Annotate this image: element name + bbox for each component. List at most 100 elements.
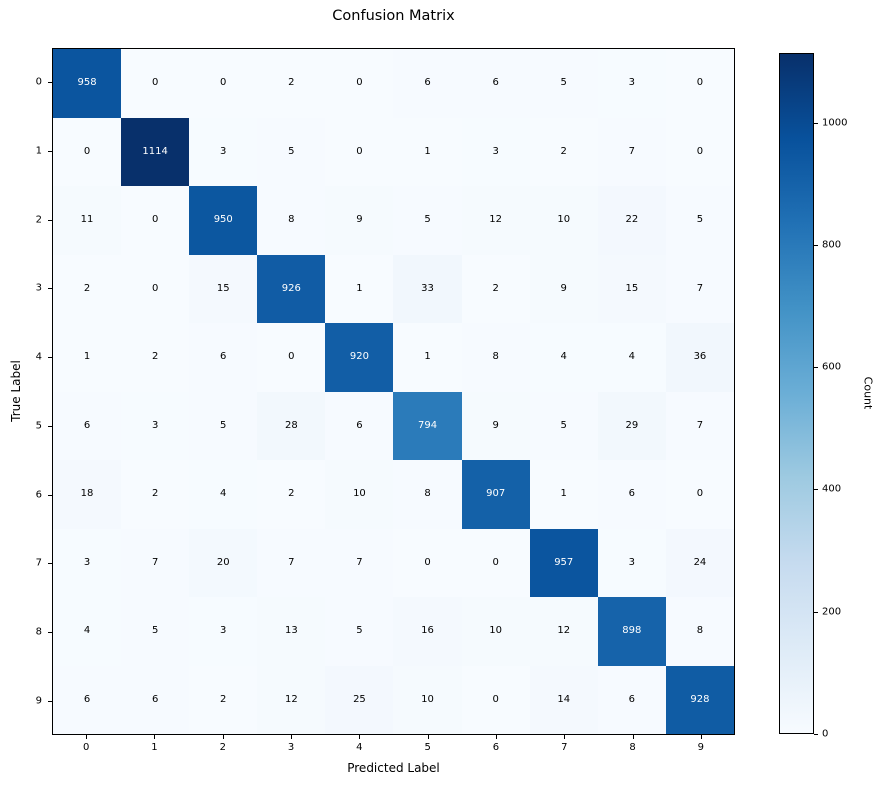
heatmap-cell: 1 <box>53 323 122 392</box>
heatmap-cell: 16 <box>393 597 462 666</box>
heatmap-cell: 0 <box>665 460 734 529</box>
heatmap-cell: 5 <box>529 391 598 460</box>
heatmap-cell: 0 <box>257 323 326 392</box>
heatmap-cell: 2 <box>53 254 122 323</box>
heatmap-cell: 10 <box>461 597 530 666</box>
heatmap-cell: 0 <box>121 49 190 118</box>
x-tick-label: 9 <box>697 742 705 753</box>
heatmap-cell: 2 <box>257 460 326 529</box>
x-tick-label: 7 <box>561 742 568 753</box>
x-tick-label: 1 <box>151 742 158 753</box>
heatmap-cell: 1 <box>529 460 598 529</box>
heatmap-cell: 7 <box>257 528 326 597</box>
colorbar-tick-label: 200 <box>822 606 842 618</box>
heatmap-cell: 7 <box>121 528 190 597</box>
colorbar-tick-label: 400 <box>822 483 842 495</box>
heatmap-cell: 12 <box>529 597 598 666</box>
heatmap-cell: 12 <box>257 665 326 734</box>
colorbar-tick-mark <box>814 611 818 613</box>
heatmap-cell: 957 <box>529 528 598 597</box>
heatmap-cell: 920 <box>325 323 394 392</box>
heatmap-cell: 2 <box>121 323 190 392</box>
y-tick-mark <box>48 700 52 702</box>
heatmap-cell: 24 <box>665 528 734 597</box>
heatmap-cell: 6 <box>121 665 190 734</box>
x-tick-label: 8 <box>629 742 636 753</box>
heatmap-cell: 5 <box>665 186 734 255</box>
heatmap-cell: 20 <box>189 528 258 597</box>
y-tick-label: 0 <box>35 76 42 88</box>
y-tick-label: 1 <box>35 145 42 157</box>
heatmap-cell: 13 <box>257 597 326 666</box>
heatmap-cell: 5 <box>325 597 394 666</box>
heatmap-cell: 10 <box>393 665 462 734</box>
heatmap-cell: 0 <box>665 49 734 118</box>
x-tick-mark <box>700 735 702 739</box>
colorbar-tick-label: 600 <box>822 361 842 373</box>
x-tick-mark <box>222 735 224 739</box>
y-tick-label: 9 <box>35 695 42 707</box>
heatmap-cell: 8 <box>393 460 462 529</box>
y-tick-mark <box>48 82 52 84</box>
heatmap-cell: 0 <box>393 528 462 597</box>
colorbar-tick-mark <box>814 489 818 491</box>
heatmap-cell: 0 <box>325 117 394 186</box>
heatmap-cell: 7 <box>665 391 734 460</box>
heatmap-cell: 950 <box>189 186 258 255</box>
y-tick-mark <box>48 151 52 153</box>
heatmap-cell: 6 <box>461 49 530 118</box>
y-tick-label: 6 <box>35 489 42 501</box>
y-tick-mark <box>48 357 52 359</box>
heatmap-cell: 5 <box>257 117 326 186</box>
colorbar-tick-mark <box>814 122 818 124</box>
y-tick-label: 5 <box>35 420 42 432</box>
chart-title: Confusion Matrix <box>332 8 455 24</box>
heatmap-cell: 3 <box>53 528 122 597</box>
heatmap-cell: 12 <box>461 186 530 255</box>
heatmap-cell: 4 <box>597 323 666 392</box>
heatmap-cell: 6 <box>597 665 666 734</box>
y-tick-label: 4 <box>35 351 42 363</box>
heatmap-cell: 5 <box>529 49 598 118</box>
heatmap-cell: 4 <box>529 323 598 392</box>
y-tick-label: 8 <box>35 626 42 638</box>
x-tick-mark <box>291 735 293 739</box>
heatmap-cell: 3 <box>461 117 530 186</box>
heatmap-cell: 0 <box>121 254 190 323</box>
heatmap-cell: 6 <box>325 391 394 460</box>
heatmap-cell: 7 <box>597 117 666 186</box>
heatmap-cell: 2 <box>189 665 258 734</box>
x-tick-label: 4 <box>356 742 363 753</box>
y-tick-mark <box>48 288 52 290</box>
x-tick-mark <box>632 735 634 739</box>
heatmap-plot-area: 958 0 0 2 0 6 6 5 3 0 0 1114 3 5 0 1 3 2 7 0 11 0 950 8 9 5 12 10 22… <box>52 48 735 735</box>
heatmap-cell: 6 <box>53 665 122 734</box>
colorbar-tick-mark <box>814 734 818 735</box>
y-tick-mark <box>48 631 52 633</box>
x-tick-mark <box>86 735 88 739</box>
y-axis-label: True Label <box>9 360 23 422</box>
heatmap-cell: 28 <box>257 391 326 460</box>
heatmap-cell: 36 <box>665 323 734 392</box>
heatmap-cell: 10 <box>529 186 598 255</box>
x-tick-label: 5 <box>424 742 431 753</box>
heatmap-cell: 0 <box>325 49 394 118</box>
heatmap-cell: 8 <box>257 186 326 255</box>
colorbar-tick-mark <box>814 244 818 246</box>
heatmap-cell: 33 <box>393 254 462 323</box>
heatmap-cell: 0 <box>461 665 530 734</box>
x-tick-label: 3 <box>287 742 295 753</box>
colorbar-tick-label: 0 <box>822 728 829 740</box>
y-tick-label: 3 <box>35 282 42 294</box>
heatmap-cell: 8 <box>665 597 734 666</box>
heatmap-cell: 2 <box>121 460 190 529</box>
heatmap-cell: 898 <box>597 597 666 666</box>
heatmap-cell: 5 <box>189 391 258 460</box>
heatmap-cell: 0 <box>189 49 258 118</box>
x-tick-mark <box>154 735 156 739</box>
heatmap-cell: 907 <box>461 460 530 529</box>
heatmap-cell: 4 <box>53 597 122 666</box>
heatmap-cell: 794 <box>393 391 462 460</box>
heatmap-cell: 15 <box>597 254 666 323</box>
